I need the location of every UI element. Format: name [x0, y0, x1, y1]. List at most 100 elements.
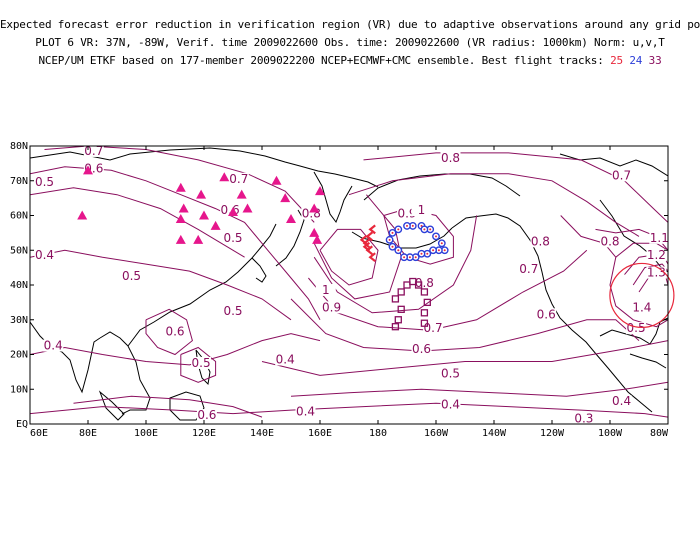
- track-24-point-centre: [440, 242, 443, 245]
- lon-label: 160E: [308, 428, 332, 439]
- contour-line: [30, 249, 292, 321]
- obs-site-markers: [77, 165, 325, 244]
- contour-label-bg: [573, 412, 594, 424]
- track-24-point-centre: [397, 249, 400, 252]
- track-33-point: [391, 295, 400, 303]
- obs-site-triangle: [286, 213, 296, 223]
- track-24-label: 24: [629, 54, 643, 67]
- obs-site-triangle: [236, 189, 247, 199]
- obs-site-triangle: [228, 207, 238, 217]
- lat-label: 70N: [10, 176, 28, 187]
- lat-label: 60N: [10, 211, 28, 222]
- coast-kamchatka: [313, 171, 353, 224]
- track-33-point: [423, 298, 431, 307]
- track-25-label: 25: [610, 54, 623, 67]
- contour-label-bg: [536, 308, 557, 321]
- latitude-axis: 80N 70N 60N 50N 40N 30N 20N 10N EQ: [10, 141, 668, 430]
- contour-line: [319, 228, 379, 286]
- contour-line: [30, 187, 245, 258]
- contour-label-bg: [611, 169, 632, 182]
- lon-label: 100W: [598, 428, 623, 439]
- obs-site-triangle: [219, 172, 230, 182]
- contour-line: [290, 298, 640, 352]
- contour-label: 0.7: [424, 321, 443, 335]
- contour-label-bg: [191, 356, 212, 369]
- contour-value-labels: 0.7 0.6 0.5 0.4 0.5 0.6 0.4 0.5 0.6 0.5 0.7 0.6 0.5 0…: [34, 144, 668, 424]
- contour-line: [145, 308, 193, 356]
- contour-label: 0.4: [441, 398, 460, 412]
- lon-label: 120W: [540, 428, 565, 439]
- track-24-point-centre: [391, 231, 394, 234]
- contour-label-bg: [411, 343, 432, 356]
- title-line-2: PLOT 6 VR: 37N, -89W, Verif. time 200902…: [35, 36, 665, 49]
- contour-label: 0.4: [44, 339, 63, 353]
- track-24-point-centre: [397, 228, 400, 231]
- obs-site-triangle: [312, 234, 323, 244]
- lon-label: 120E: [192, 428, 216, 439]
- contour-line: [44, 146, 315, 223]
- contour-label: 0.6: [537, 307, 556, 321]
- lon-label: 60E: [30, 428, 48, 439]
- track-25-point: [359, 234, 368, 245]
- contour-label: 0.5: [627, 321, 646, 335]
- contour-label-bg: [414, 277, 435, 289]
- lat-label: 30N: [10, 315, 28, 326]
- contour-label: 0.7: [229, 172, 248, 186]
- coast-aleutians: [351, 227, 453, 249]
- obs-site-triangle: [193, 234, 204, 244]
- contour-label: 1.2: [647, 248, 666, 262]
- coast-cuba: [629, 353, 667, 369]
- verification-region-circle: [609, 262, 675, 329]
- track-24-point-centre: [429, 228, 432, 231]
- contour-label-bg: [440, 367, 461, 380]
- contour-line: [313, 215, 478, 314]
- contour-label: 0.6: [165, 325, 184, 339]
- track-24-point-centre: [420, 252, 423, 255]
- contour-label: 1: [322, 283, 330, 297]
- lat-label: 20N: [10, 350, 28, 361]
- track-24-point-centre: [423, 228, 426, 231]
- contour-label-bg: [34, 249, 55, 262]
- track-24-point-centre: [443, 249, 446, 252]
- obs-site-triangle: [175, 213, 186, 223]
- track-33-point: [414, 281, 423, 289]
- obs-site-triangle: [271, 175, 282, 185]
- flight-track-25: [359, 224, 376, 263]
- obs-site-triangle: [83, 165, 93, 175]
- track-33-point: [420, 309, 429, 317]
- contour-label-bg: [411, 204, 432, 217]
- track-25-point: [365, 231, 373, 242]
- contour-label-bg: [646, 249, 667, 262]
- track-33-point: [420, 288, 429, 296]
- track-24-point-centre: [406, 224, 408, 227]
- track-33-point: [391, 323, 400, 331]
- obs-site-triangle: [199, 210, 209, 220]
- contour-label: 0.7: [519, 262, 538, 276]
- contour-label-bg: [121, 270, 142, 283]
- track-24-point-centre: [391, 245, 394, 248]
- contour-label: 0.4: [612, 394, 631, 408]
- longitude-axis: 60E 80E 100E 120E 140E 160E 180 160W 140W 120W 100…: [29, 146, 669, 439]
- obs-site-triangle: [196, 189, 207, 199]
- lat-label: EQ: [16, 419, 28, 430]
- obs-site-triangle: [175, 234, 186, 244]
- contour-label: 0.7: [612, 168, 631, 182]
- contour-line: [363, 152, 668, 223]
- contour-label-bg: [165, 325, 185, 338]
- track-24-point-centre: [414, 256, 417, 259]
- track-24-point-centre: [437, 249, 440, 252]
- contour-label: 1.3: [647, 266, 666, 280]
- track-24-point-centre: [388, 238, 391, 241]
- track-33-point: [397, 288, 405, 296]
- contour-label: 0.8: [302, 207, 321, 221]
- contour-line: [313, 194, 402, 300]
- obs-site-triangle: [309, 203, 320, 213]
- contour-label-bg: [518, 263, 539, 276]
- coast-north-america-east: [599, 199, 668, 273]
- contour-line: [615, 242, 668, 258]
- contour-label-bg: [34, 176, 55, 189]
- contour-label: 0.7: [84, 144, 103, 158]
- contour-line: [261, 340, 668, 376]
- track-24-point-centre: [408, 256, 411, 259]
